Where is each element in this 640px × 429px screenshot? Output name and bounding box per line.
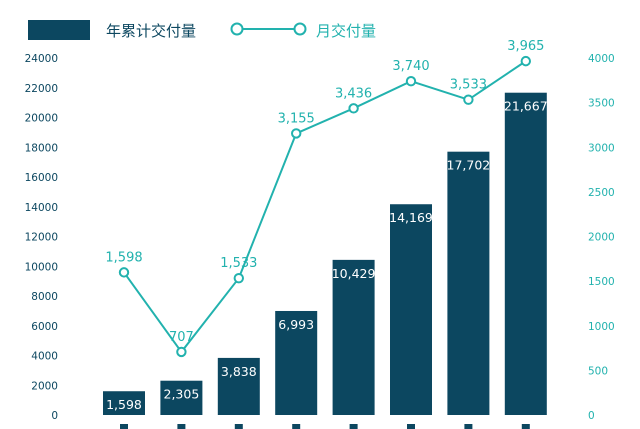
line-point [348,103,359,114]
y-right-tick-label: 3500 [588,98,615,110]
y-left-tick-label: 24000 [25,53,58,65]
bar-data-label: 14,169 [389,210,433,225]
line-data-label: 3,740 [392,59,429,74]
y-left-tick-label: 4000 [31,351,58,363]
y-right-tick-label: 500 [588,365,608,377]
x-axis-ticks [120,424,530,429]
bar [390,204,432,415]
bar [332,259,375,415]
line-series: 1,598 707 1,533 3,155 3,436 3,740 3,533 3,965 [105,39,544,358]
y-left-tick-label: 8000 [31,291,58,303]
x-tick-mark [521,424,530,429]
line-data-label: 1,533 [220,256,257,271]
line-point [405,76,417,87]
line-point [233,272,245,284]
line-path [123,60,527,354]
line-point [463,94,474,105]
y-left-tick-label: 20000 [25,113,58,125]
y-left-tick-label: 12000 [25,232,58,244]
legend-label-line: 月交付量 [316,22,376,40]
y-right-tick-label: 1000 [588,321,615,333]
x-tick-mark [177,424,186,429]
bar-data-label: 6,993 [278,317,314,332]
bar-series: 1,598 2,305 3,838 6,993 10,429 14,169 17,702 21… [103,92,548,416]
legend-marker-right [293,22,307,36]
line-point [176,346,187,358]
y-left-tick-label: 18000 [25,142,58,154]
x-tick-mark [292,424,301,429]
y-left-tick-label: 22000 [25,83,58,95]
y-left-tick-label: 16000 [25,172,58,184]
y-left-tick-label: 6000 [31,321,58,333]
y-axis-right: 0 500 1000 1500 2000 2500 3000 3500 4000 [588,53,615,422]
bar [275,310,318,415]
x-tick-mark [349,424,358,429]
line-data-label: 3,436 [335,86,372,101]
x-tick-mark [234,424,243,429]
bar-data-label: 17,702 [447,158,491,173]
bar-data-label: 2,305 [164,387,200,402]
bar [217,357,260,415]
bar [103,391,145,415]
line-data-label: 3,965 [507,39,544,54]
x-tick-mark [120,424,128,429]
line-data-label: 3,155 [278,111,315,126]
y-left-tick-label: 2000 [31,380,58,392]
bar-data-label: 3,838 [221,364,257,379]
line-point [118,267,130,278]
line-point [291,128,302,139]
legend-label-bar: 年累计交付量 [106,22,196,40]
legend-marker-left [230,22,244,36]
legend: 年累计交付量 月交付量 [28,20,376,40]
y-left-tick-label: 10000 [25,261,58,273]
legend-swatch-bar [28,20,90,40]
y-right-tick-label: 4000 [588,53,615,65]
y-left-tick-label: 0 [51,410,58,422]
y-right-tick-label: 3000 [588,142,615,154]
y-right-tick-label: 0 [588,410,595,422]
y-axis-left: 0 2000 4000 6000 8000 10000 12000 14000 16000 180… [25,53,58,422]
line-data-label: 3,533 [450,78,487,93]
y-left-tick-label: 14000 [25,202,58,214]
x-tick-mark [407,424,415,429]
y-right-tick-label: 2000 [588,232,615,244]
y-right-tick-label: 1500 [588,276,615,288]
bar-data-label: 1,598 [106,397,142,412]
x-tick-mark [464,424,473,429]
y-right-tick-label: 2500 [588,187,615,199]
line-data-label: 1,598 [105,250,142,265]
line-point [520,55,531,67]
bar-data-label: 10,429 [332,266,376,281]
bar [447,151,490,416]
bar [504,92,547,416]
line-data-label: 707 [169,330,194,345]
bar [160,380,203,415]
bar-data-label: 21,667 [504,99,548,114]
